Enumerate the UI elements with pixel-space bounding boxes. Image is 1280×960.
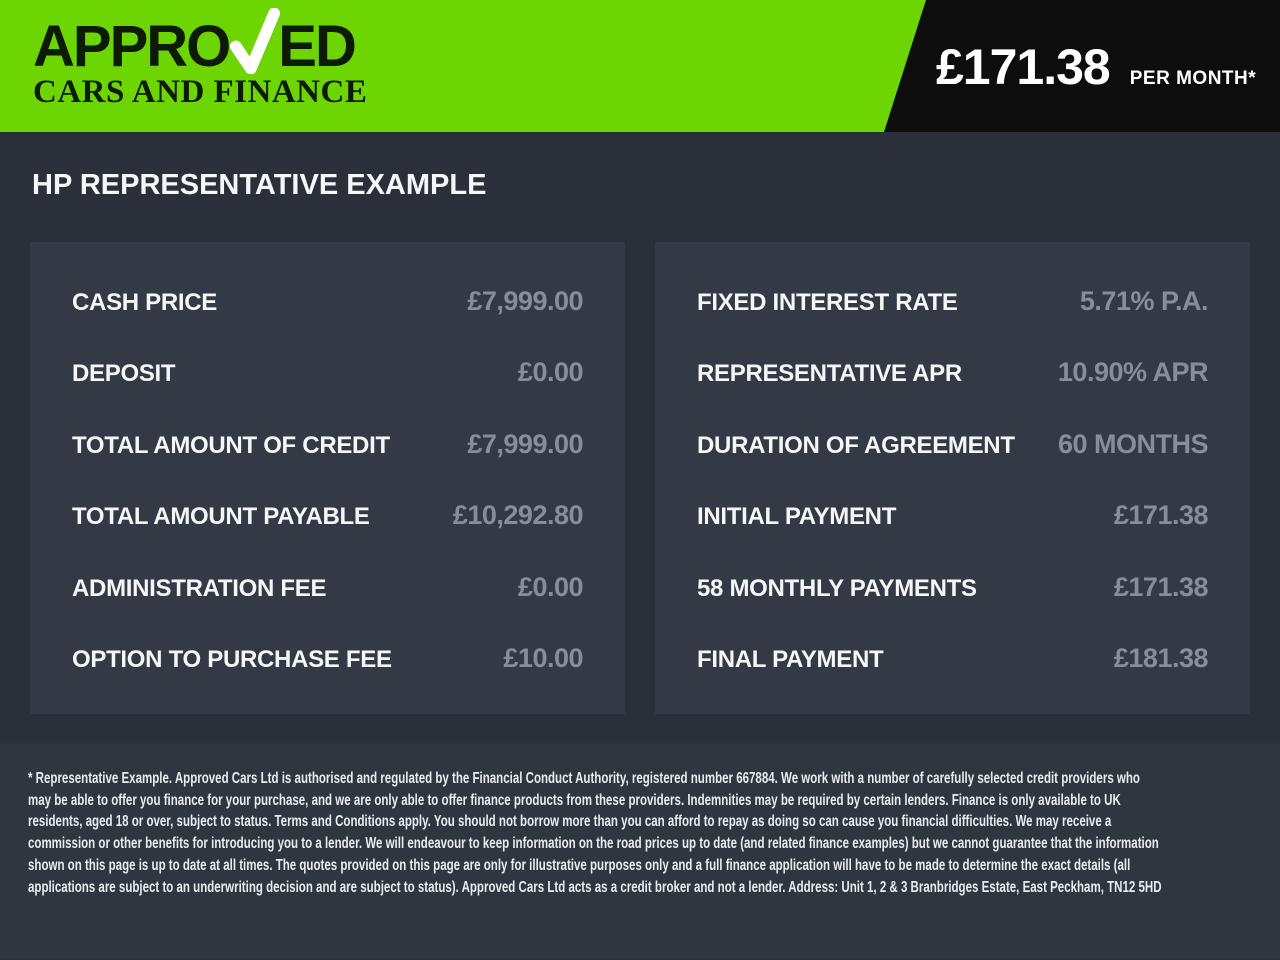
- finance-label: 58 MONTHLY PAYMENTS: [697, 574, 977, 602]
- disclaimer-section: * Representative Example. Approved Cars …: [0, 743, 1280, 959]
- finance-label: DEPOSIT: [72, 360, 176, 388]
- brand-logo-title-post: ED: [278, 14, 357, 79]
- monthly-price-banner: £171.38 PER MONTH*: [884, 0, 1280, 132]
- finance-value: £10.00: [503, 642, 583, 673]
- finance-value: £171.38: [1113, 571, 1209, 602]
- finance-value: 5.71% P.A.: [1079, 286, 1209, 316]
- table-row: ADMINISTRATION FEE £0.00: [72, 571, 584, 603]
- page-title: HP REPRESENTATIVE EXAMPLE: [32, 169, 487, 201]
- finance-label: DURATION OF AGREEMENT: [697, 431, 1015, 459]
- finance-value: 60 MONTHS: [1057, 428, 1209, 459]
- finance-value: £7,999.00: [467, 428, 583, 459]
- table-row: TOTAL AMOUNT PAYABLE £10,292.80: [72, 500, 584, 531]
- table-row: DEPOSIT £0.00: [72, 357, 584, 388]
- monthly-price-value: £171.38: [936, 39, 1111, 95]
- header-banner: APPRO ED CARS AND FINANCE £171.38 PER MO…: [0, 0, 1280, 132]
- brand-logo-title: APPRO ED: [33, 8, 367, 79]
- brand-logo-title-pre: APPRO: [33, 14, 231, 79]
- finance-value: £171.38: [1113, 500, 1209, 531]
- table-row: DURATION OF AGREEMENT 60 MONTHS: [697, 428, 1209, 460]
- table-row: INITIAL PAYMENT £171.38: [697, 500, 1209, 531]
- per-month-label: PER MONTH*: [1129, 68, 1257, 89]
- table-row: FINAL PAYMENT £181.38: [697, 642, 1209, 674]
- table-row: OPTION TO PURCHASE FEE £10.00: [72, 643, 583, 674]
- finance-value: £10,292.80: [452, 500, 584, 531]
- brand-logo: APPRO ED CARS AND FINANCE: [33, 8, 368, 110]
- table-row: 58 MONTHLY PAYMENTS £171.38: [697, 571, 1209, 603]
- finance-label: TOTAL AMOUNT OF CREDIT: [72, 431, 390, 459]
- finance-label: FINAL PAYMENT: [697, 645, 884, 673]
- finance-value: £181.38: [1113, 642, 1209, 673]
- finance-label: INITIAL PAYMENT: [697, 503, 897, 531]
- finance-label: TOTAL AMOUNT PAYABLE: [72, 503, 370, 531]
- finance-value: £0.00: [517, 571, 584, 602]
- check-icon: [228, 8, 282, 74]
- table-row: FIXED INTEREST RATE 5.71% P.A.: [697, 286, 1209, 317]
- finance-panels: CASH PRICE £7,999.00 DEPOSIT £0.00 TOTAL…: [30, 242, 1250, 714]
- finance-value: £7,999.00: [467, 286, 583, 316]
- table-row: REPRESENTATIVE APR 10.90% APR: [697, 357, 1209, 388]
- finance-panel-left: CASH PRICE £7,999.00 DEPOSIT £0.00 TOTAL…: [30, 242, 625, 714]
- finance-panel-right: FIXED INTEREST RATE 5.71% P.A. REPRESENT…: [655, 242, 1250, 714]
- finance-label: REPRESENTATIVE APR: [697, 360, 962, 388]
- brand-logo-subtitle: CARS AND FINANCE: [33, 74, 368, 110]
- table-row: CASH PRICE £7,999.00: [72, 286, 583, 317]
- disclaimer-text: * Representative Example. Approved Cars …: [28, 770, 1162, 896]
- finance-label: OPTION TO PURCHASE FEE: [72, 645, 392, 673]
- table-row: TOTAL AMOUNT OF CREDIT £7,999.00: [72, 429, 583, 460]
- finance-label: ADMINISTRATION FEE: [72, 574, 327, 602]
- finance-label: FIXED INTEREST RATE: [697, 289, 958, 316]
- finance-value: £0.00: [517, 357, 584, 388]
- finance-label: CASH PRICE: [72, 289, 218, 316]
- finance-value: 10.90% APR: [1057, 357, 1209, 388]
